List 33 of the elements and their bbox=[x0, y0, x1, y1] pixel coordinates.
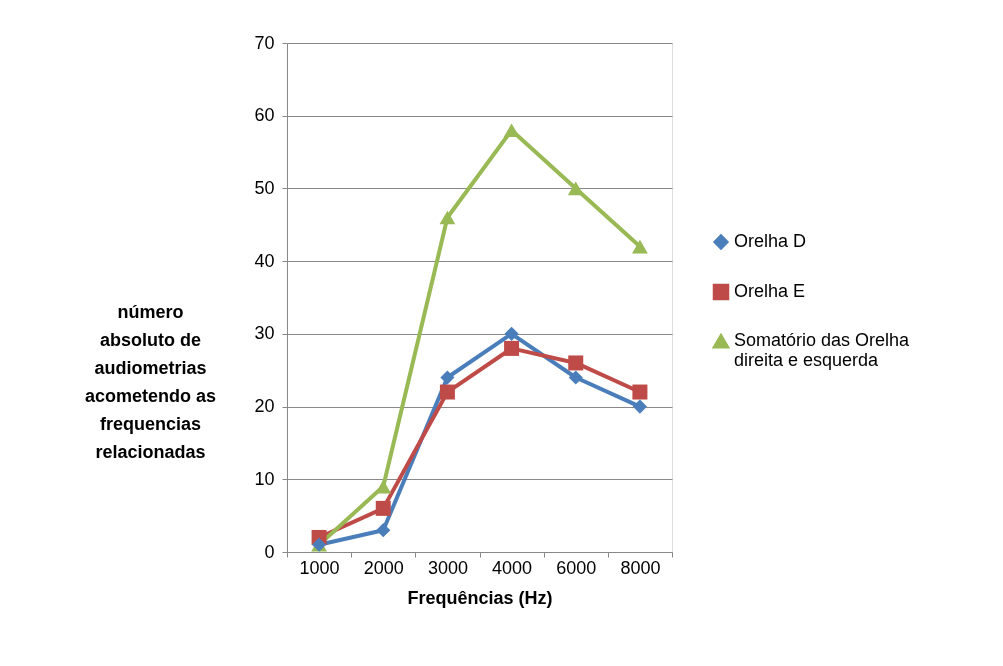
point bbox=[568, 370, 583, 385]
point bbox=[567, 181, 584, 196]
point bbox=[632, 399, 647, 414]
y-tick-label: 50 bbox=[254, 177, 275, 198]
point bbox=[375, 479, 392, 494]
point bbox=[632, 384, 648, 400]
y-tick-label: 20 bbox=[254, 396, 275, 417]
x-tick-label: 6000 bbox=[556, 557, 597, 578]
x-tick-label: 4000 bbox=[492, 557, 533, 578]
y-tick-label: 70 bbox=[254, 32, 275, 53]
y-tick-label: 60 bbox=[254, 105, 275, 126]
x-axis-title: Frequências (Hz) bbox=[407, 587, 553, 608]
legend-label: Somatório das Orelha direita e esquerda bbox=[734, 330, 911, 370]
point bbox=[504, 326, 519, 341]
point bbox=[568, 355, 584, 371]
y-tick-label: 40 bbox=[254, 250, 275, 271]
x-tick-label: 3000 bbox=[427, 557, 468, 578]
point bbox=[439, 384, 455, 400]
point bbox=[439, 210, 456, 225]
point bbox=[440, 370, 455, 385]
legend-label: Orelha E bbox=[734, 281, 806, 301]
x-tick-label: 2000 bbox=[363, 557, 404, 578]
y-axis-title: número absoluto de audiometrias acometendo as frequencias relacionadas bbox=[84, 301, 217, 462]
y-tick-label: 0 bbox=[264, 541, 275, 562]
point bbox=[632, 239, 648, 254]
legend-label: Orelha D bbox=[734, 231, 807, 251]
point bbox=[375, 500, 391, 516]
y-tick-label: 10 bbox=[254, 468, 275, 489]
x-tick-label: 8000 bbox=[620, 557, 661, 578]
y-tick-label: 30 bbox=[254, 323, 275, 344]
x-tick-label: 1000 bbox=[299, 557, 340, 578]
point bbox=[376, 523, 391, 538]
point bbox=[504, 340, 520, 356]
